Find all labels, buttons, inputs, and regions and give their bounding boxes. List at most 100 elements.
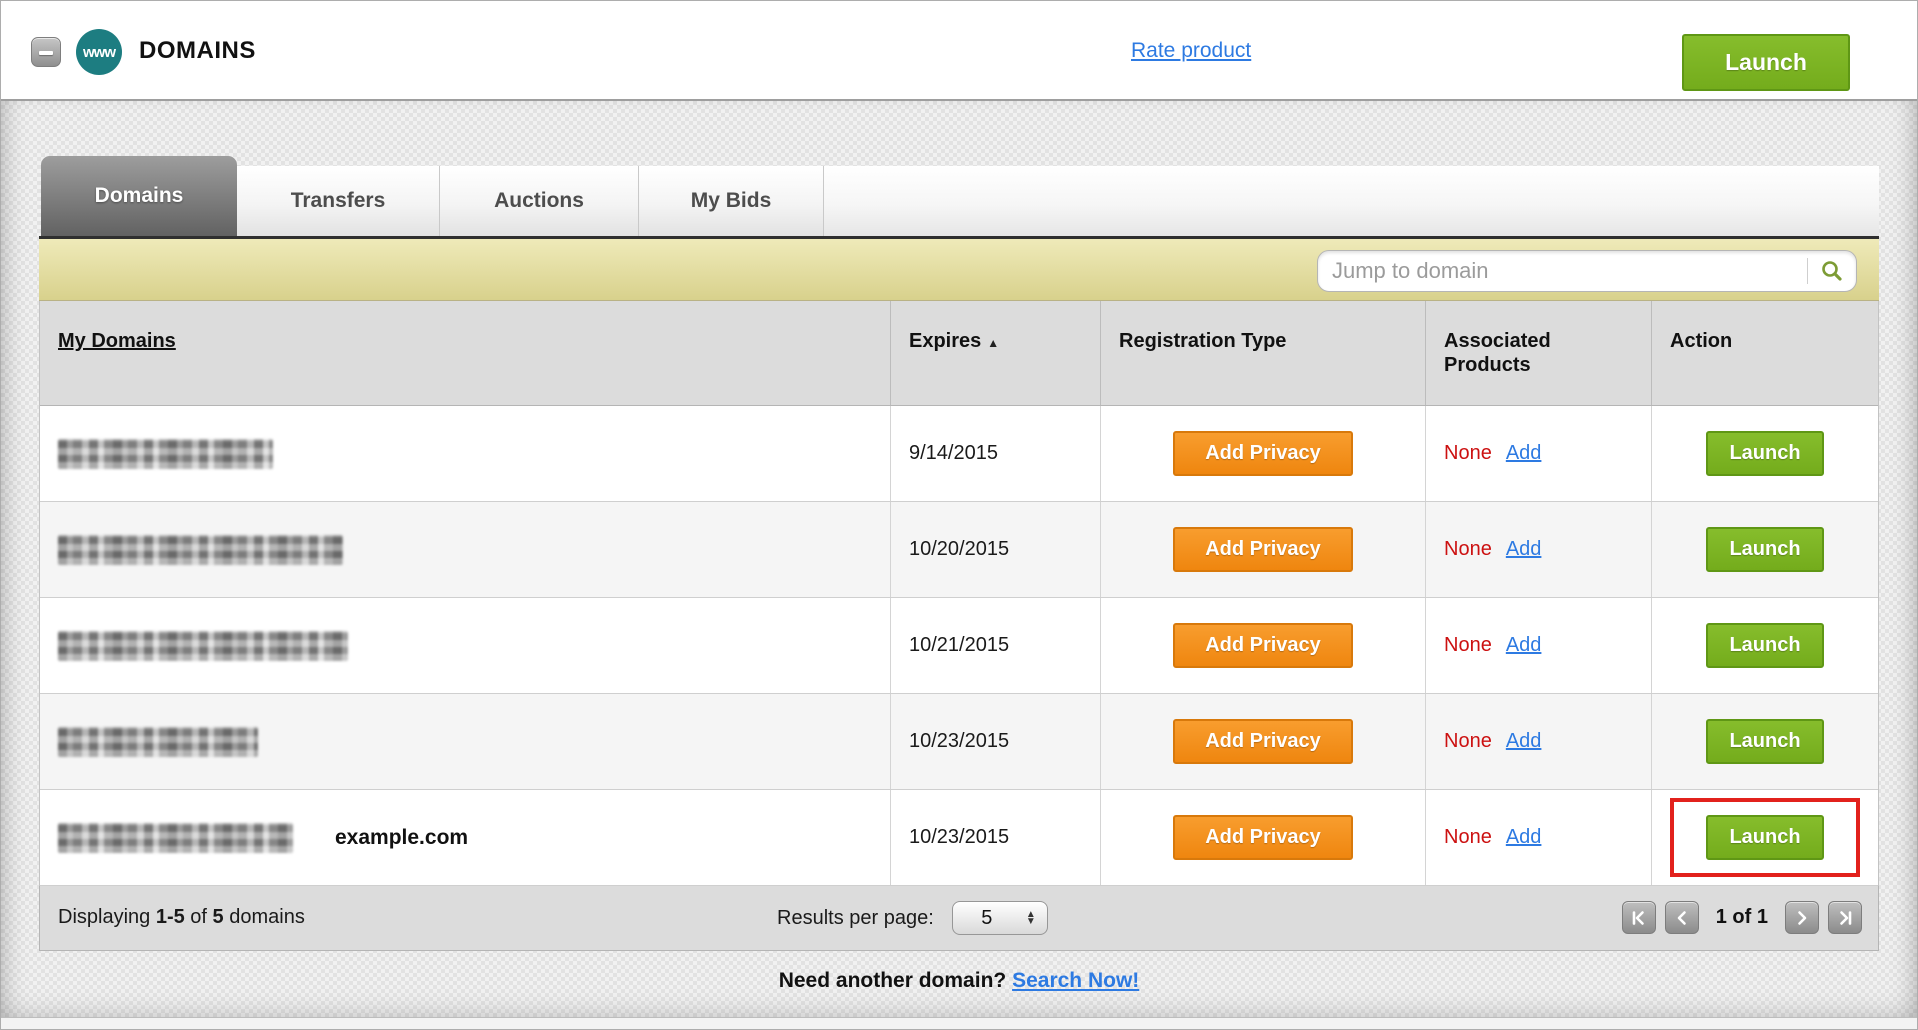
associated-none-label: None	[1444, 538, 1492, 560]
page-status: 1 of 1	[1715, 906, 1768, 928]
jump-to-domain-search	[1317, 250, 1857, 292]
toolbar	[39, 236, 1879, 301]
associated-products-cell: None Add	[1426, 790, 1652, 885]
search-input[interactable]	[1318, 251, 1807, 291]
expires-cell: 10/23/2015	[891, 694, 1101, 789]
action-cell: Launch	[1652, 406, 1878, 501]
table-footer: Displaying 1-5 of 5 domains Results per …	[39, 886, 1879, 951]
search-divider	[1807, 258, 1808, 284]
domain-cell	[40, 502, 891, 597]
add-product-link[interactable]: Add	[1505, 730, 1542, 752]
launch-button[interactable]: Launch	[1706, 527, 1824, 572]
pagination: 1 of 1	[1621, 901, 1862, 934]
add-privacy-button[interactable]: Add Privacy	[1173, 815, 1353, 860]
collapse-button[interactable]	[31, 37, 61, 67]
sort-asc-icon: ▲	[987, 336, 1000, 350]
launch-button[interactable]: Launch	[1706, 719, 1824, 764]
content-area: Domains Transfers Auctions My Bids	[1, 101, 1917, 1029]
displaying-status: Displaying 1-5 of 5 domains	[58, 906, 305, 928]
highlight-annotation-box: Launch	[1670, 798, 1860, 877]
add-privacy-button[interactable]: Add Privacy	[1173, 431, 1353, 476]
registration-cell: Add Privacy	[1101, 790, 1426, 885]
module-header: www DOMAINS Rate product Launch	[1, 1, 1917, 101]
add-product-link[interactable]: Add	[1505, 826, 1542, 848]
add-product-link[interactable]: Add	[1505, 442, 1542, 464]
associated-products-cell: None Add	[1426, 406, 1652, 501]
redacted-domain	[58, 726, 258, 757]
stepper-arrows-icon: ▲ ▼	[1025, 909, 1036, 927]
registration-cell: Add Privacy	[1101, 694, 1426, 789]
associated-none-label: None	[1444, 634, 1492, 656]
module-bottom-edge	[1, 1017, 1917, 1029]
minus-icon	[39, 51, 53, 55]
first-page-button[interactable]	[1621, 901, 1656, 934]
domain-cell: example.com	[40, 790, 891, 885]
redacted-domain	[58, 438, 273, 469]
associated-none-label: None	[1444, 442, 1492, 464]
tab-my-bids[interactable]: My Bids	[639, 166, 824, 236]
expires-cell: 10/23/2015	[891, 790, 1101, 885]
add-privacy-button[interactable]: Add Privacy	[1173, 623, 1353, 668]
associated-none-label: None	[1444, 730, 1492, 752]
header-launch-button[interactable]: Launch	[1682, 34, 1850, 91]
column-header-registration-type: Registration Type	[1101, 301, 1426, 405]
table-header-row: My Domains Expires ▲ Registration Type As…	[40, 301, 1878, 406]
table-row: 10/20/2015 Add Privacy None Add Launch	[40, 502, 1878, 598]
expires-cell: 9/14/2015	[891, 406, 1101, 501]
tab-bar: Domains Transfers Auctions My Bids	[41, 156, 1879, 236]
page-title: DOMAINS	[139, 37, 256, 64]
tab-transfers[interactable]: Transfers	[237, 166, 440, 236]
results-per-page-label: Results per page:	[777, 906, 934, 929]
domain-cell	[40, 406, 891, 501]
need-domain-prompt: Need another domain? Search Now!	[1, 969, 1917, 993]
search-now-link[interactable]: Search Now!	[1012, 969, 1140, 992]
www-icon-label: www	[82, 43, 116, 61]
registration-cell: Add Privacy	[1101, 406, 1426, 501]
associated-products-cell: None Add	[1426, 694, 1652, 789]
tab-bar-filler	[824, 166, 1879, 236]
table-row: 9/14/2015 Add Privacy None Add Launch	[40, 406, 1878, 502]
domain-annotation: example.com	[335, 825, 469, 849]
next-page-button[interactable]	[1785, 901, 1819, 934]
www-globe-icon: www	[76, 29, 122, 75]
add-product-link[interactable]: Add	[1505, 634, 1542, 656]
registration-cell: Add Privacy	[1101, 502, 1426, 597]
column-header-expires[interactable]: Expires ▲	[891, 301, 1101, 405]
add-privacy-button[interactable]: Add Privacy	[1173, 527, 1353, 572]
column-header-my-domains: My Domains	[40, 301, 891, 405]
table-row: 10/23/2015 Add Privacy None Add Launch	[40, 694, 1878, 790]
associated-products-cell: None Add	[1426, 502, 1652, 597]
expires-cell: 10/21/2015	[891, 598, 1101, 693]
redacted-domain	[58, 822, 293, 853]
tab-auctions[interactable]: Auctions	[440, 166, 639, 236]
search-icon[interactable]	[1808, 251, 1856, 291]
launch-button[interactable]: Launch	[1706, 623, 1824, 668]
last-page-button[interactable]	[1828, 901, 1862, 934]
associated-none-label: None	[1444, 826, 1492, 848]
add-product-link[interactable]: Add	[1505, 538, 1542, 560]
column-header-action: Action	[1670, 330, 1733, 352]
domain-cell	[40, 694, 891, 789]
tab-domains[interactable]: Domains	[41, 156, 237, 236]
action-cell: Launch	[1652, 502, 1878, 597]
prev-page-button[interactable]	[1664, 901, 1699, 934]
table-row: example.com 10/23/2015 Add Privacy None …	[40, 790, 1878, 886]
expires-cell: 10/20/2015	[891, 502, 1101, 597]
domain-cell	[40, 598, 891, 693]
domains-table: My Domains Expires ▲ Registration Type As…	[39, 301, 1879, 886]
column-header-associated-products: Associated Products	[1426, 301, 1652, 405]
redacted-domain	[58, 534, 343, 565]
add-privacy-button[interactable]: Add Privacy	[1173, 719, 1353, 764]
associated-products-cell: None Add	[1426, 598, 1652, 693]
launch-button-highlighted[interactable]: Launch	[1706, 815, 1824, 860]
my-domains-sort-link[interactable]: My Domains	[58, 330, 176, 352]
rate-product-link[interactable]: Rate product	[1131, 39, 1252, 62]
action-cell: Launch	[1652, 598, 1878, 693]
registration-cell: Add Privacy	[1101, 598, 1426, 693]
results-per-page: Results per page: 5 ▲ ▼	[777, 901, 1048, 935]
results-per-page-select[interactable]: 5 ▲ ▼	[951, 901, 1048, 935]
need-domain-text: Need another domain?	[778, 969, 1007, 992]
action-cell: Launch	[1652, 790, 1878, 885]
launch-button[interactable]: Launch	[1706, 431, 1824, 476]
